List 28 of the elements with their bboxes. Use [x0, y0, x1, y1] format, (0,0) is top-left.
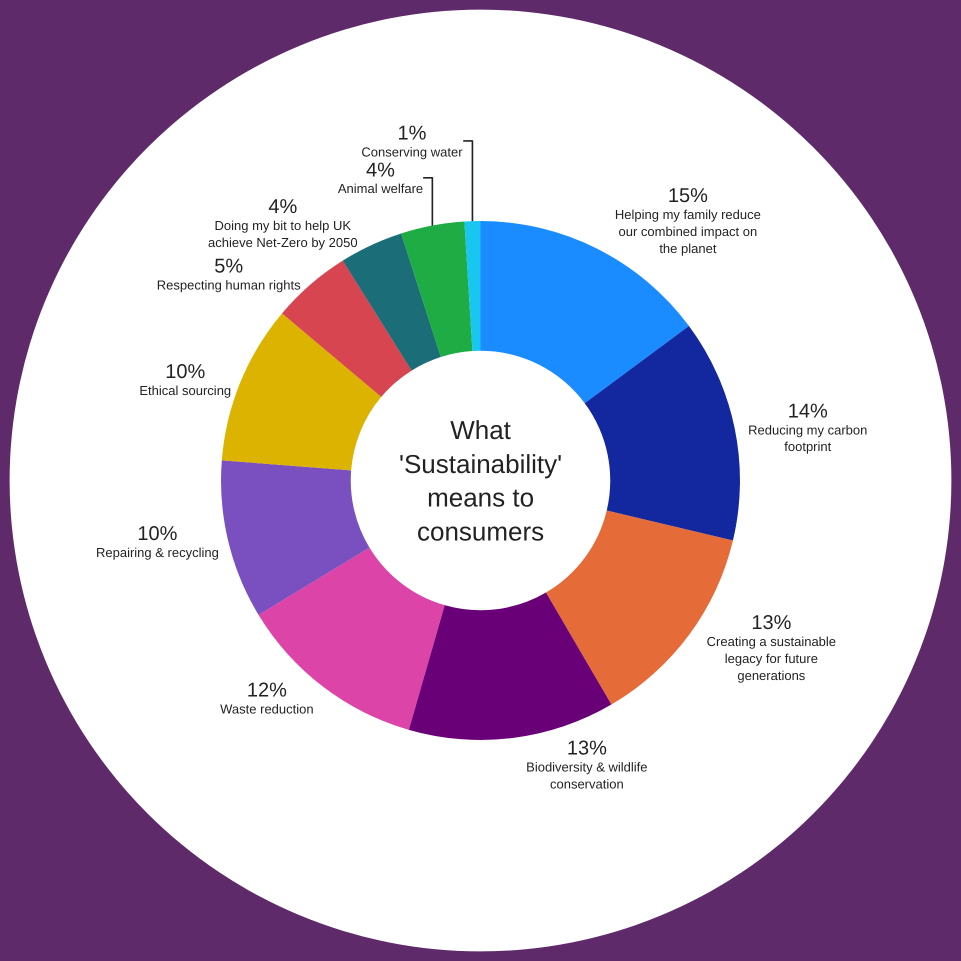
text: What 'Sustainability' means to consumers	[399, 415, 562, 546]
slice-label: Waste reduction	[220, 702, 314, 717]
slice-label: Biodiversity & wildlife conservation	[526, 759, 648, 792]
data-label: 1%	[398, 122, 427, 144]
data-label: 14%	[788, 400, 828, 422]
donut-slice	[584, 326, 740, 540]
data-label: 10%	[165, 361, 206, 384]
slice-label: Ethical sourcing	[139, 382, 232, 398]
slice-label: Conserving water	[361, 144, 464, 160]
slice-label: Respecting human rights	[156, 278, 302, 293]
donut-slice	[401, 222, 472, 357]
slice-label: Helping my family reduce our combined impact on the planet	[614, 207, 761, 256]
data-label: 12%	[246, 680, 288, 702]
data-label: 15%	[668, 185, 708, 208]
data-label: 13%	[751, 612, 792, 634]
slice-label: Animal welfare	[338, 181, 424, 196]
slice-label: Repairing & recycling	[96, 544, 219, 560]
slice-label: Doing my bit to help UK achieve Net-Zero by 2050	[208, 218, 358, 250]
data-label: 13%	[566, 738, 608, 760]
data-label: 10%	[137, 523, 178, 546]
slice-label: Creating a sustainable legacy for future generations	[706, 634, 836, 683]
data-label: 5%	[214, 256, 244, 278]
donut-slice	[221, 460, 370, 615]
data-label: 4%	[268, 196, 298, 218]
slice-label: Reducing my carbon footprint	[748, 422, 868, 454]
donut-slice	[408, 592, 612, 740]
donut-slice	[464, 221, 480, 352]
data-label: 4%	[366, 159, 396, 182]
